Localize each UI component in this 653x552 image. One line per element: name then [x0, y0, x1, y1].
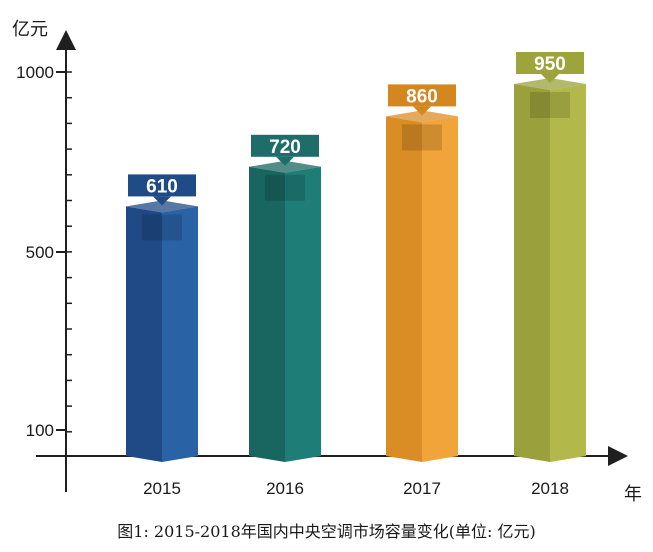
bar-shadow	[530, 92, 570, 118]
bar-top-face	[126, 200, 198, 213]
x-tick-label: 2016	[266, 479, 304, 498]
y-tick-label: 500	[26, 243, 54, 262]
bar-left-face	[126, 206, 162, 462]
data-label: 720	[269, 137, 301, 158]
data-label-pointer	[276, 156, 294, 166]
data-label-box	[128, 174, 196, 197]
bar-2018: 950	[514, 52, 586, 462]
bar-2015: 610	[126, 174, 198, 462]
data-label: 610	[146, 176, 178, 197]
bar-left-face	[514, 84, 550, 462]
data-label: 950	[534, 54, 566, 75]
bar-shadow	[142, 214, 182, 241]
bar-2016: 720	[249, 134, 321, 463]
data-label-pointer	[153, 196, 171, 206]
bar-right-face	[422, 116, 458, 463]
x-tick-label: 2015	[143, 479, 181, 498]
bar-top-face	[514, 78, 586, 90]
bar-top-face	[249, 160, 321, 173]
x-tick-label: 2018	[531, 479, 569, 498]
y-ticks: 100 500 1000	[16, 63, 72, 440]
bar-right-face	[162, 206, 198, 462]
bar-left-face	[386, 116, 422, 463]
data-label: 860	[406, 86, 438, 107]
data-label-pointer	[413, 106, 431, 116]
figure-caption: 图1: 2015-2018年国内中央空调市场容量变化(单位: 亿元)	[117, 522, 536, 541]
x-axis-label: 年	[624, 484, 642, 504]
y-axis-label: 亿元	[12, 19, 48, 39]
bar-2017: 860	[386, 84, 458, 463]
bars: 610 720 860 950	[126, 52, 586, 463]
x-tick-labels: 2015 2016 2017 2018	[143, 479, 569, 498]
bar-top-face	[386, 110, 458, 123]
data-label-box	[251, 134, 319, 157]
x-tick-label: 2017	[403, 479, 441, 498]
y-tick-label: 100	[26, 421, 54, 440]
bar-right-face	[550, 84, 586, 462]
bar-shadow	[402, 124, 442, 151]
y-tick-label: 1000	[16, 63, 54, 82]
data-label-pointer	[541, 74, 559, 83]
data-label-box	[516, 52, 584, 74]
data-label-box	[388, 84, 456, 107]
bar-right-face	[285, 166, 321, 463]
bar-left-face	[249, 166, 285, 463]
bar-shadow	[265, 174, 305, 201]
